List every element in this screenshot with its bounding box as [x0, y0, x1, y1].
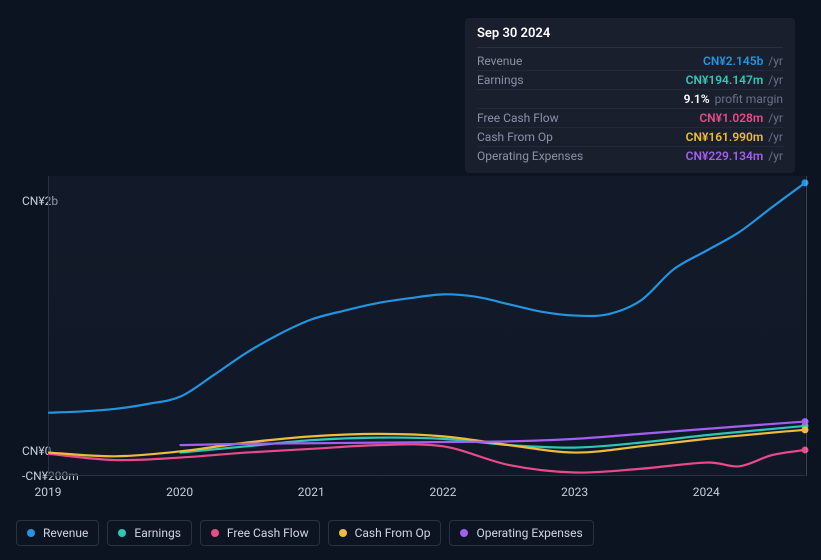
tooltip-row-value: CN¥1.028m — [699, 111, 763, 125]
tooltip-row-suffix: /yr — [765, 149, 783, 163]
tooltip-row-suffix: /yr — [765, 73, 783, 87]
tooltip-row-value: CN¥161.990m — [686, 130, 764, 144]
tooltip-row-value: CN¥194.147m — [686, 73, 764, 87]
tooltip-row-suffix: profit margin — [712, 92, 783, 106]
legend-swatch — [211, 529, 219, 537]
legend-swatch — [27, 529, 35, 537]
legend-item[interactable]: Operating Expenses — [449, 520, 593, 546]
tooltip-row: Revenue CN¥2.145b /yr — [477, 52, 783, 71]
chart-legend: Revenue Earnings Free Cash Flow Cash From O… — [16, 520, 594, 546]
tooltip-row-value: CN¥2.145b — [703, 54, 763, 68]
tooltip-row-suffix: /yr — [765, 54, 783, 68]
tooltip-row: Operating Expenses CN¥229.134m /yr — [477, 147, 783, 165]
series-end-dot — [802, 418, 809, 425]
series-end-dot — [802, 426, 809, 433]
tooltip-row: Earnings CN¥194.147m /yr — [477, 71, 783, 90]
x-axis-label: 2024 — [693, 485, 720, 499]
legend-label: Free Cash Flow — [227, 526, 309, 540]
legend-swatch — [460, 529, 468, 537]
tooltip-date: Sep 30 2024 — [477, 26, 783, 48]
legend-label: Operating Expenses — [476, 526, 582, 540]
legend-label: Revenue — [43, 526, 88, 540]
tooltip-row: Free Cash Flow CN¥1.028m /yr — [477, 109, 783, 128]
y-axis-label: CN¥0 — [22, 444, 51, 458]
legend-label: Cash From Op — [355, 526, 431, 540]
legend-item[interactable]: Free Cash Flow — [200, 520, 320, 546]
series-line — [49, 444, 805, 472]
x-axis-label: 2023 — [561, 485, 588, 499]
series-end-dot — [802, 446, 809, 453]
chart-plot[interactable] — [48, 176, 805, 476]
legend-swatch — [118, 529, 126, 537]
tooltip-row-suffix: /yr — [765, 130, 783, 144]
tooltip-row-label: Operating Expenses — [477, 149, 583, 163]
x-axis-label: 2020 — [166, 485, 193, 499]
tooltip-row-suffix: /yr — [765, 111, 783, 125]
tooltip-row: Cash From Op CN¥161.990m /yr — [477, 128, 783, 147]
tooltip-row-label: Earnings — [477, 73, 524, 87]
tooltip-row-value: CN¥229.134m — [686, 149, 764, 163]
tooltip-row: 9.1% profit margin — [477, 90, 783, 109]
x-axis-label: 2021 — [298, 485, 325, 499]
series-end-dot — [802, 179, 809, 186]
tooltip-row-value: 9.1% — [684, 92, 710, 106]
legend-item[interactable]: Earnings — [107, 520, 192, 546]
hover-line — [806, 176, 807, 476]
x-axis-label: 2019 — [35, 485, 62, 499]
tooltip-row-label: Free Cash Flow — [477, 111, 559, 125]
chart-tooltip: Sep 30 2024 RevenueCN¥2.145b /yrEarnings… — [465, 18, 795, 173]
legend-swatch — [339, 529, 347, 537]
tooltip-row-label: Cash From Op — [477, 130, 553, 144]
tooltip-row-label: Revenue — [477, 54, 522, 68]
legend-item[interactable]: Revenue — [16, 520, 99, 546]
series-line — [49, 183, 805, 413]
series-line — [180, 422, 805, 446]
x-axis-label: 2022 — [429, 485, 456, 499]
legend-label: Earnings — [134, 526, 181, 540]
legend-item[interactable]: Cash From Op — [328, 520, 442, 546]
